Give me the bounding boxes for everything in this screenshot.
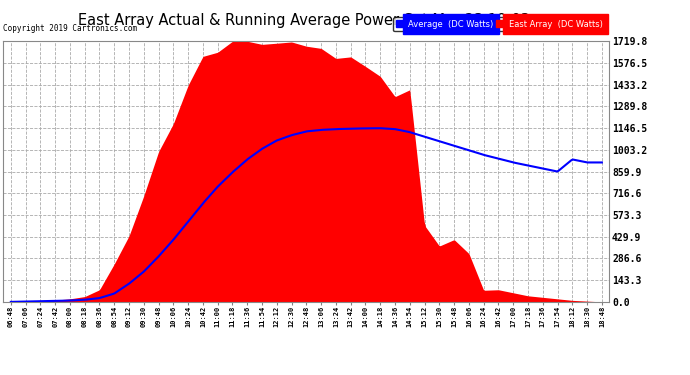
Text: East Array Actual & Running Average Power Sat Mar 23 19:03: East Array Actual & Running Average Powe… [78, 13, 529, 28]
Text: Copyright 2019 Cartronics.com: Copyright 2019 Cartronics.com [3, 24, 137, 33]
Legend: Average  (DC Watts), East Array  (DC Watts): Average (DC Watts), East Array (DC Watts… [393, 17, 605, 31]
